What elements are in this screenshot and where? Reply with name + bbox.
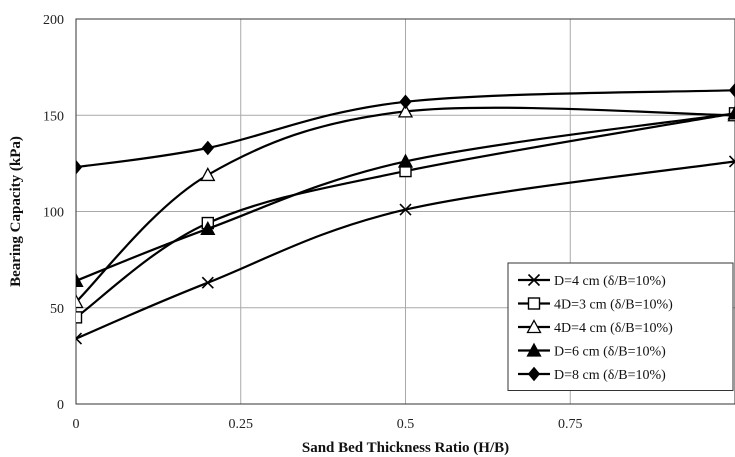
x-tick-label: 0.75	[558, 417, 583, 432]
data-point	[727, 105, 735, 120]
legend-entry: 4D=4 cm (δ/B=10%)	[518, 319, 673, 336]
series-4	[76, 105, 735, 287]
legend-entry: D=6 cm (δ/B=10%)	[518, 342, 666, 360]
legend-entry: D=4 cm (δ/B=10%)	[518, 273, 666, 289]
marker-stroke	[399, 203, 412, 216]
series-1	[76, 155, 735, 345]
y-tick-label: 200	[43, 13, 64, 28]
series-line	[76, 112, 735, 319]
data-point	[76, 159, 83, 175]
marker-stroke	[728, 155, 735, 163]
data-point	[200, 167, 216, 182]
plot-area-frame	[75, 18, 735, 405]
x-axis-title: Sand Bed Thickness Ratio (H/B)	[302, 440, 509, 456]
legend-marker	[526, 319, 542, 334]
data-point	[397, 153, 414, 168]
data-point	[76, 294, 84, 309]
y-axis-title: Bearing Capacity (kPa)	[8, 136, 24, 287]
y-tick-label: 150	[43, 109, 64, 124]
legend-label: D=4 cm (δ/B=10%)	[554, 274, 666, 289]
y-tick-label: 50	[50, 302, 64, 317]
legend-label: 4D=3 cm (δ/B=10%)	[554, 298, 673, 313]
legend-label: D=6 cm (δ/B=10%)	[554, 345, 666, 360]
series-line	[76, 106, 735, 303]
marker-stroke	[201, 276, 214, 289]
data-point	[728, 155, 735, 168]
legend-label: D=8 cm (δ/B=10%)	[554, 368, 666, 383]
x-tick-label: 0.5	[397, 417, 415, 432]
x-tick-label: 0.25	[229, 417, 254, 432]
legend-marker	[527, 297, 541, 310]
data-point	[76, 332, 83, 345]
data-point	[76, 311, 83, 324]
data-point	[200, 220, 216, 235]
legend-marker	[526, 342, 542, 357]
series-line	[76, 112, 735, 282]
series-layer	[76, 82, 735, 345]
data-point	[397, 103, 414, 118]
legend-marker	[527, 366, 541, 382]
legend-label: 4D=4 cm (δ/B=10%)	[554, 321, 673, 336]
data-point	[76, 272, 84, 287]
data-point	[399, 94, 412, 110]
legend-entry: D=8 cm (δ/B=10%)	[518, 366, 666, 383]
tick-labels: 0 50 100 150 200 0 0.25 0.5 0.75	[43, 13, 583, 432]
x-tick-label: 0	[73, 417, 80, 432]
y-tick-label: 0	[57, 398, 64, 413]
data-point	[399, 203, 412, 216]
legend-entry: 4D=3 cm (δ/B=10%)	[518, 297, 673, 313]
data-point	[201, 276, 214, 289]
legend: D=4 cm (δ/B=10%) 4D=3 cm (δ/B=10%) 4D=4 cm…	[507, 262, 734, 391]
y-tick-label: 100	[43, 206, 64, 221]
legend-marker	[527, 273, 541, 287]
data-point	[201, 140, 214, 156]
marker-stroke	[527, 273, 541, 287]
data-point	[728, 82, 735, 98]
series-line	[76, 160, 735, 340]
marker-stroke	[76, 332, 83, 340]
marker-stroke	[728, 160, 735, 168]
series-5	[76, 82, 735, 175]
series-line	[76, 89, 735, 169]
marker-stroke	[76, 337, 83, 345]
